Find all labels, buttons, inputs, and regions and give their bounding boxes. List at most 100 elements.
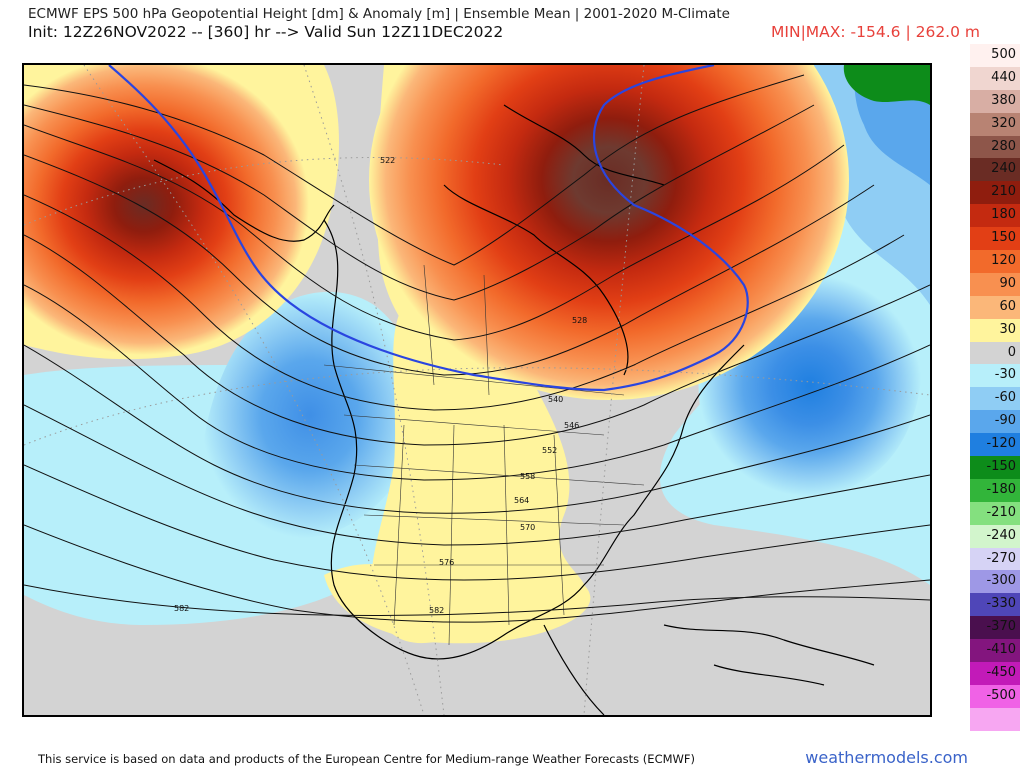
- legend-swatch: [970, 593, 1020, 617]
- legend-entry: -370: [968, 616, 1020, 640]
- legend-swatch: [970, 570, 1020, 594]
- legend-label: -120: [986, 436, 1016, 452]
- legend-entry: -60: [968, 387, 1020, 411]
- legend-entry: 90: [968, 272, 1020, 296]
- min-max-readout: MIN|MAX: -154.6 | 262.0 m: [771, 23, 980, 41]
- brand-link[interactable]: weathermodels.com: [805, 748, 968, 767]
- legend-entry: -300: [968, 570, 1020, 594]
- legend-swatch: [970, 66, 1020, 90]
- legend-entry: 280: [968, 135, 1020, 159]
- legend-swatch: [970, 112, 1020, 136]
- legend-label: 150: [991, 230, 1016, 246]
- contour-label: 564: [514, 496, 529, 505]
- contour-label: 522: [380, 156, 395, 165]
- legend-label: 380: [991, 92, 1016, 108]
- contour-label: 570: [520, 523, 535, 532]
- legend-swatch: [970, 89, 1020, 113]
- legend-label: 0: [1007, 344, 1016, 360]
- legend-swatch: [970, 204, 1020, 228]
- legend-entry: -210: [968, 501, 1020, 525]
- legend-swatch: [970, 318, 1020, 342]
- legend-label: 320: [991, 115, 1016, 131]
- legend-swatch: [970, 135, 1020, 159]
- legend-entry: 180: [968, 204, 1020, 228]
- legend-swatch: [970, 227, 1020, 251]
- legend-label: -150: [986, 459, 1016, 475]
- legend-entry: 380: [968, 89, 1020, 113]
- legend-entry: 320: [968, 112, 1020, 136]
- legend-swatch: [970, 707, 1020, 731]
- legend-entry: -90: [968, 410, 1020, 434]
- color-legend: 500 440 380 320 280 240 210 180 150 120 90 60 30 0 -30…: [968, 44, 1020, 731]
- legend-label: -500: [986, 687, 1016, 703]
- legend-label: 90: [999, 275, 1016, 291]
- legend-label: -240: [986, 527, 1016, 543]
- legend-swatch: [970, 181, 1020, 205]
- legend-entry: 120: [968, 250, 1020, 273]
- legend-label: -180: [986, 481, 1016, 497]
- legend-entry: -150: [968, 456, 1020, 479]
- legend-entry: 150: [968, 227, 1020, 251]
- legend-entry: 30: [968, 318, 1020, 342]
- contour-label: 576: [439, 558, 454, 567]
- legend-label: 60: [999, 298, 1016, 314]
- legend-label: 120: [991, 253, 1016, 269]
- legend-entry: 440: [968, 66, 1020, 90]
- legend-swatch: [970, 616, 1020, 640]
- legend-entry: -500: [968, 684, 1020, 708]
- contour-label: 546: [564, 421, 579, 430]
- legend-swatch: [970, 684, 1020, 708]
- contour-label: 582: [174, 604, 189, 613]
- legend-label: -370: [986, 619, 1016, 635]
- legend-entry: -120: [968, 433, 1020, 457]
- contour-label: 582: [429, 606, 444, 615]
- legend-swatch: [970, 639, 1020, 663]
- data-credit: This service is based on data and produc…: [38, 752, 695, 766]
- legend-label: -270: [986, 550, 1016, 566]
- legend-entry: 60: [968, 295, 1020, 319]
- contour-label: 540: [548, 395, 563, 404]
- legend-swatch: [970, 433, 1020, 457]
- legend-label: 240: [991, 161, 1016, 177]
- legend-entry: -450: [968, 662, 1020, 685]
- legend-swatch: [970, 410, 1020, 434]
- legend-label: 210: [991, 184, 1016, 200]
- legend-swatch: [970, 250, 1020, 273]
- legend-entry: [968, 707, 1020, 731]
- contour-label: 558: [520, 472, 535, 481]
- legend-entry: -240: [968, 524, 1020, 548]
- legend-entry: -410: [968, 639, 1020, 663]
- map-canvas: 522 546 552 558 564 570 576 582 582 540 …: [24, 65, 930, 715]
- legend-label: 30: [999, 321, 1016, 337]
- init-valid-line: Init: 12Z26NOV2022 -- [360] hr --> Valid…: [28, 23, 504, 41]
- legend-entry: -270: [968, 547, 1020, 571]
- legend-entry: 240: [968, 158, 1020, 182]
- legend-swatch: [970, 272, 1020, 296]
- legend-label: 440: [991, 69, 1016, 85]
- contour-label: 528: [572, 316, 587, 325]
- legend-swatch: [970, 456, 1020, 479]
- legend-entry: -180: [968, 478, 1020, 502]
- chart-title: ECMWF EPS 500 hPa Geopotential Height [d…: [28, 6, 730, 22]
- legend-swatch: [970, 387, 1020, 411]
- legend-entry: 500: [968, 44, 1020, 67]
- legend-swatch: [970, 662, 1020, 685]
- legend-label: -300: [986, 573, 1016, 589]
- contour-label: 552: [542, 446, 557, 455]
- legend-swatch: [970, 524, 1020, 548]
- legend-entry: 210: [968, 181, 1020, 205]
- legend-label: -210: [986, 504, 1016, 520]
- legend-swatch: [970, 44, 1020, 67]
- legend-swatch: [970, 547, 1020, 571]
- legend-label: 280: [991, 138, 1016, 154]
- legend-label: 500: [991, 47, 1016, 62]
- legend-swatch: [970, 158, 1020, 182]
- legend-label: -60: [994, 390, 1016, 406]
- legend-label: -330: [986, 596, 1016, 612]
- legend-swatch: [970, 478, 1020, 502]
- legend-label: -410: [986, 642, 1016, 658]
- anomaly-map: 522 546 552 558 564 570 576 582 582 540 …: [22, 63, 932, 717]
- legend-label: -450: [986, 665, 1016, 681]
- legend-entry: 0: [968, 341, 1020, 365]
- legend-label: 180: [991, 207, 1016, 223]
